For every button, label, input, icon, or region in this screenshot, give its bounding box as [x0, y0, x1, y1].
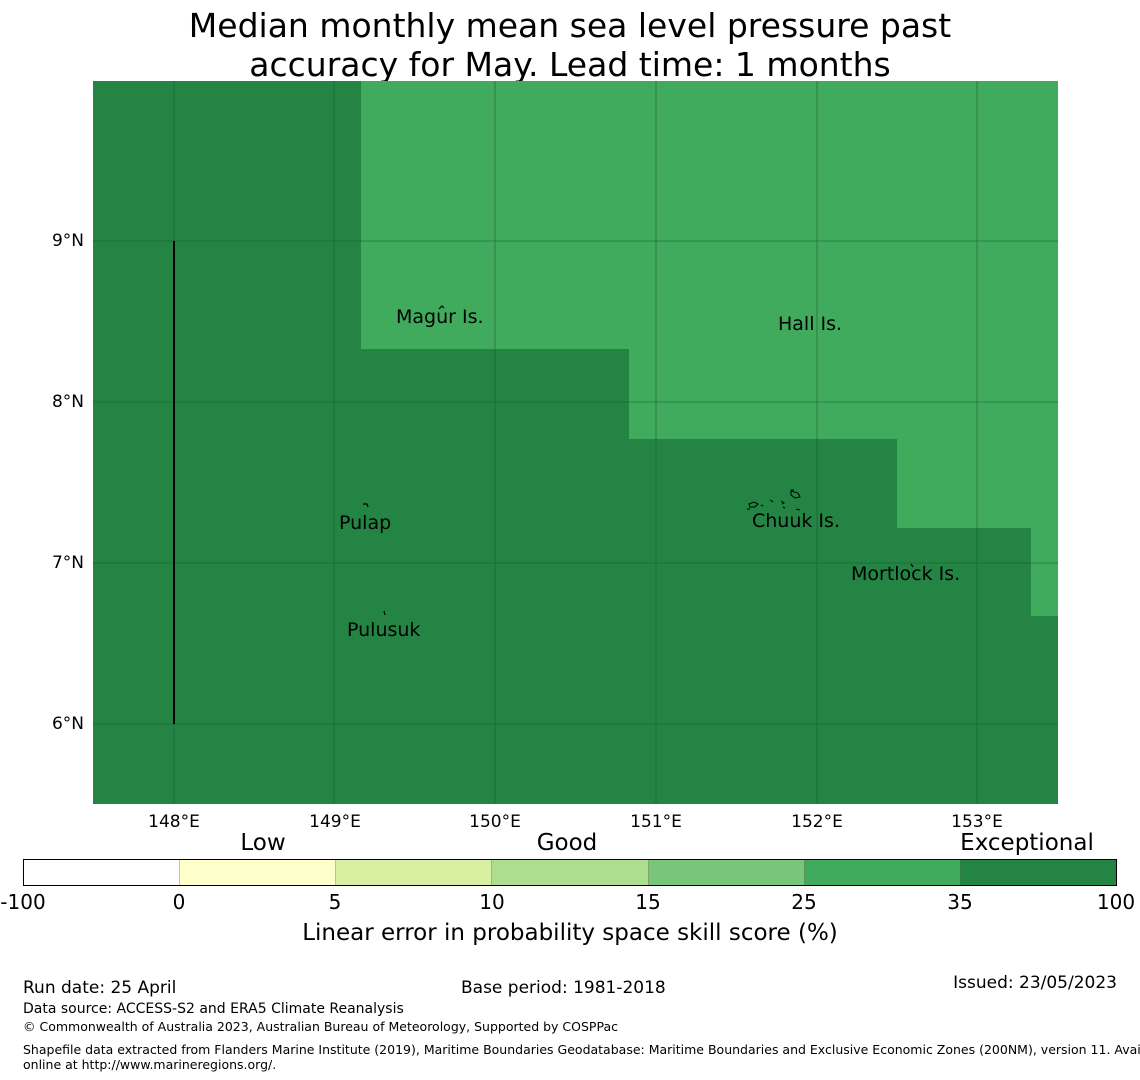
colorbar-segment: [492, 860, 649, 885]
legend-category-good: Good: [536, 830, 598, 856]
data-source: Data source: ACCESS-S2 and ERA5 Climate …: [23, 1001, 404, 1017]
colorbar-tick: 25: [791, 890, 817, 914]
chuuk-island-shapes: [747, 489, 801, 511]
issued-date: Issued: 23/05/2023: [953, 973, 1117, 993]
copyright-notice: © Commonwealth of Australia 2023, Austra…: [23, 1019, 618, 1034]
colorbar-tick: 15: [635, 890, 661, 914]
lon-label-151e: 151°E: [630, 812, 682, 832]
shapefile-credit-line-1: Shapefile data extracted from Flanders M…: [23, 1042, 1140, 1057]
colorbar-segment: [648, 860, 805, 885]
place-label-hall: Hall Is.: [778, 313, 842, 335]
colorbar-segment: [336, 860, 493, 885]
lon-label-150e: 150°E: [469, 812, 521, 832]
run-date: Run date: 25 April: [23, 978, 177, 998]
map-title: Median monthly mean sea level pressure p…: [0, 6, 1140, 84]
shapefile-credit-line-2: online at http://www.marineregions.org/.: [23, 1057, 277, 1072]
magur-island-shape: [438, 305, 445, 310]
lat-label-9n: 9°N: [51, 231, 84, 251]
colorbar-segment: [24, 860, 181, 885]
place-label-mortlock: Mortlock Is.: [851, 563, 960, 585]
place-label-pulap: Pulap: [339, 512, 391, 534]
title-line-1: Median monthly mean sea level pressure p…: [188, 6, 952, 45]
lat-label-8n: 8°N: [51, 392, 84, 412]
place-label-pulusuk: Pulusuk: [347, 619, 420, 641]
colorbar-tick: 5: [328, 890, 342, 914]
lat-label-7n: 7°N: [51, 553, 84, 573]
colorbar-title: Linear error in probability space skill …: [302, 920, 838, 946]
colorbar-segment: [804, 860, 961, 885]
pulusuk-island-shape: [383, 610, 386, 616]
lon-label-153e: 153°E: [951, 812, 1003, 832]
lat-label-6n: 6°N: [51, 714, 84, 734]
lon-label-149e: 149°E: [309, 812, 361, 832]
legend-category-exceptional: Exceptional: [960, 830, 1094, 856]
legend-category-low: Low: [240, 830, 286, 856]
lon-label-152e: 152°E: [791, 812, 843, 832]
mortlock-island-shape: [910, 563, 914, 568]
title-line-2: accuracy for May. Lead time: 1 months: [249, 45, 891, 84]
lon-label-148e: 148°E: [148, 812, 200, 832]
pulap-island-shape: [363, 503, 369, 508]
place-label-magur: Magur Is.: [396, 306, 484, 328]
base-period: Base period: 1981-2018: [461, 978, 666, 998]
colorbar: [23, 859, 1117, 886]
colorbar-segment: [180, 860, 337, 885]
skill-score-map: Magur Is. Hall Is. Pulap Chuuk Is. Mortl…: [93, 81, 1058, 804]
colorbar-tick: 0: [172, 890, 186, 914]
very-good-region: [361, 81, 1058, 616]
colorbar-tick: 100: [1096, 890, 1136, 914]
place-label-chuuk: Chuuk Is.: [752, 510, 840, 532]
colorbar-tick: -100: [0, 890, 46, 914]
map-canvas: Magur Is. Hall Is. Pulap Chuuk Is. Mortl…: [93, 81, 1058, 804]
colorbar-segment: [960, 860, 1116, 885]
colorbar-tick: 10: [479, 890, 505, 914]
colorbar-tick: 35: [947, 890, 973, 914]
